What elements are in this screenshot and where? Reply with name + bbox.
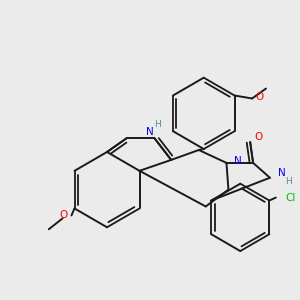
Text: N: N [234, 156, 242, 166]
Text: O: O [59, 210, 68, 220]
Text: H: H [154, 120, 161, 129]
Text: O: O [255, 92, 263, 101]
Text: O: O [254, 132, 262, 142]
Text: N: N [146, 127, 153, 137]
Text: H: H [285, 177, 292, 186]
Text: N: N [278, 168, 286, 178]
Text: Cl: Cl [286, 193, 296, 202]
